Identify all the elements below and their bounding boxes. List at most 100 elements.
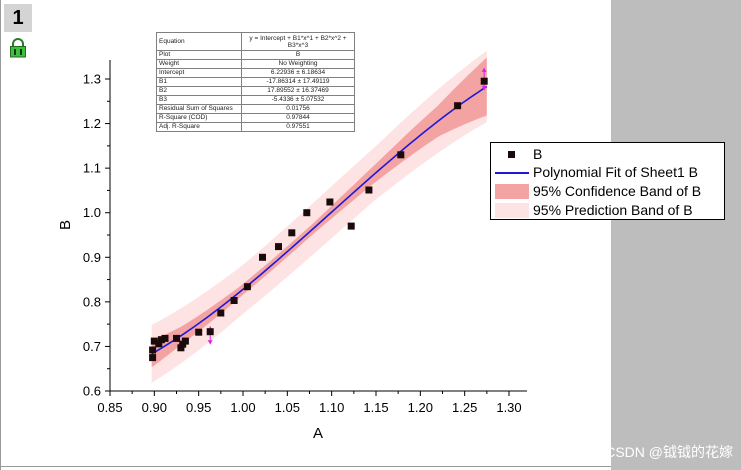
data-point bbox=[275, 243, 282, 251]
stats-label: Intercept bbox=[156, 68, 242, 78]
stats-label: B2 bbox=[156, 86, 242, 96]
stats-row: Intercept 6.22936 ± 6.18634 bbox=[156, 68, 355, 78]
y-tick-label: 0.6 bbox=[83, 384, 101, 399]
data-point bbox=[365, 186, 373, 194]
x-tick-label: 1.20 bbox=[408, 400, 433, 415]
stats-value: 0.97551 bbox=[241, 122, 355, 132]
fit-line bbox=[151, 85, 488, 355]
gray-margin bbox=[611, 0, 741, 470]
stats-value: B bbox=[241, 50, 355, 60]
legend-band-icon bbox=[495, 203, 529, 218]
data-point bbox=[173, 334, 180, 342]
legend-marker-icon bbox=[508, 151, 515, 158]
data-point bbox=[217, 309, 225, 317]
stats-label: Adj. R-Square bbox=[156, 122, 242, 132]
x-tick-label: 0.90 bbox=[142, 400, 167, 415]
legend-entry[interactable]: 95% Prediction Band of B bbox=[491, 201, 724, 220]
stats-row: Residual Sum of Squares 0.01756 bbox=[156, 104, 355, 114]
data-point bbox=[161, 334, 169, 342]
layer-number-tab[interactable]: 1 bbox=[4, 4, 32, 32]
x-tick-label: 1.05 bbox=[275, 400, 300, 415]
x-tick-label: 1.25 bbox=[452, 400, 477, 415]
legend-entry[interactable]: 95% Confidence Band of B bbox=[491, 182, 724, 201]
page-border-left bbox=[0, 0, 1, 470]
stats-value: -17.86314 ± 17.49119 bbox=[241, 77, 355, 87]
legend-entry[interactable]: Polynomial Fit of Sheet1 B bbox=[491, 163, 724, 182]
stats-label: B3 bbox=[156, 95, 242, 105]
data-point bbox=[181, 337, 189, 345]
data-points-layer bbox=[149, 77, 488, 362]
x-tick-label: 0.95 bbox=[186, 400, 211, 415]
data-point bbox=[480, 77, 488, 85]
x-axis-title: A bbox=[313, 425, 323, 442]
stats-value: y = Intercept + B1*x^1 + B2*x^2 + B3*x^3 bbox=[241, 32, 355, 51]
stats-row: B3 -5.4336 ± 5.07532 bbox=[156, 95, 355, 105]
stats-row: Equation y = Intercept + B1*x^1 + B2*x^2 … bbox=[156, 32, 355, 51]
stats-value: No Weighting bbox=[241, 59, 355, 69]
y-tick-label: 1.2 bbox=[83, 116, 101, 131]
stats-label: Equation bbox=[156, 32, 242, 51]
stats-value: 6.22936 ± 6.18634 bbox=[241, 68, 355, 78]
data-point bbox=[230, 297, 238, 304]
stats-label: R-Square (COD) bbox=[156, 113, 242, 123]
stats-value: 0.97844 bbox=[241, 113, 355, 123]
data-point bbox=[454, 102, 462, 110]
stats-row: B1 -17.86314 ± 17.49119 bbox=[156, 77, 355, 87]
error-marker-arrow bbox=[481, 86, 487, 91]
stats-row: R-Square (COD) 0.97844 bbox=[156, 113, 355, 123]
x-tick-label: 1.10 bbox=[319, 400, 344, 415]
stats-row: Adj. R-Square 0.97551 bbox=[156, 122, 355, 132]
fit-statistics-table: Equation y = Intercept + B1*x^1 + B2*x^2 … bbox=[156, 32, 355, 132]
confidence-band-layer bbox=[151, 57, 487, 368]
lock-icon[interactable] bbox=[9, 38, 27, 58]
watermark: CSDN @钺钺的花嫁 bbox=[605, 444, 733, 460]
y-tick-label: 0.7 bbox=[83, 339, 101, 354]
data-point bbox=[149, 354, 157, 362]
y-tick-label: 0.9 bbox=[83, 250, 101, 265]
data-point bbox=[177, 344, 185, 352]
y-tick-label: 0.8 bbox=[83, 294, 101, 309]
x-tick-label: 1.15 bbox=[363, 400, 388, 415]
legend-entry[interactable]: B bbox=[491, 145, 724, 164]
stats-value: -5.4336 ± 5.07532 bbox=[241, 95, 355, 105]
stats-label: Residual Sum of Squares bbox=[156, 104, 242, 114]
legend-label: Polynomial Fit of Sheet1 B bbox=[533, 164, 698, 180]
legend-label: 95% Confidence Band of B bbox=[533, 183, 702, 199]
stats-row: B2 17.89552 ± 16.37469 bbox=[156, 86, 355, 96]
legend-band-icon bbox=[495, 184, 529, 199]
x-tick-label: 1.00 bbox=[230, 400, 255, 415]
stats-row: Plot B bbox=[156, 50, 355, 60]
data-point bbox=[195, 328, 203, 336]
data-point bbox=[155, 340, 163, 348]
error-marker-arrow bbox=[207, 340, 213, 345]
axes-layer bbox=[109, 60, 527, 392]
x-tick-label: 1.30 bbox=[496, 400, 521, 415]
data-point bbox=[157, 336, 165, 344]
data-point bbox=[347, 222, 355, 230]
data-point bbox=[397, 151, 405, 159]
legend-label: B bbox=[533, 146, 543, 162]
legend-label: 95% Prediction Band of B bbox=[533, 202, 693, 218]
stats-value: 17.89552 ± 16.37469 bbox=[241, 86, 355, 96]
x-tick-label: 0.85 bbox=[97, 400, 122, 415]
confidence-band bbox=[151, 57, 487, 368]
ticks-layer: 0.85 0.90 0.95 1.00 1.05 1.10 1.15 1.20 1.25 1.30… bbox=[83, 72, 522, 416]
data-point bbox=[206, 328, 214, 336]
fit-line-layer bbox=[151, 85, 488, 355]
stats-row: Weight No Weighting bbox=[156, 59, 355, 69]
error-marker-arrow bbox=[481, 67, 487, 72]
y-tick-label: 1.3 bbox=[83, 72, 101, 87]
data-point bbox=[150, 337, 158, 345]
y-axis-title: B bbox=[57, 220, 74, 230]
data-point bbox=[259, 253, 266, 261]
stats-value: 0.01756 bbox=[241, 104, 355, 114]
data-point bbox=[326, 198, 334, 206]
stats-label: Weight bbox=[156, 59, 242, 69]
page-border-bottom bbox=[0, 466, 611, 467]
stats-label: Plot bbox=[156, 50, 242, 60]
legend[interactable]: B Polynomial Fit of Sheet1 B 95% Confidenc… bbox=[490, 142, 725, 220]
y-tick-label: 1.1 bbox=[83, 161, 101, 176]
data-point bbox=[288, 229, 296, 237]
